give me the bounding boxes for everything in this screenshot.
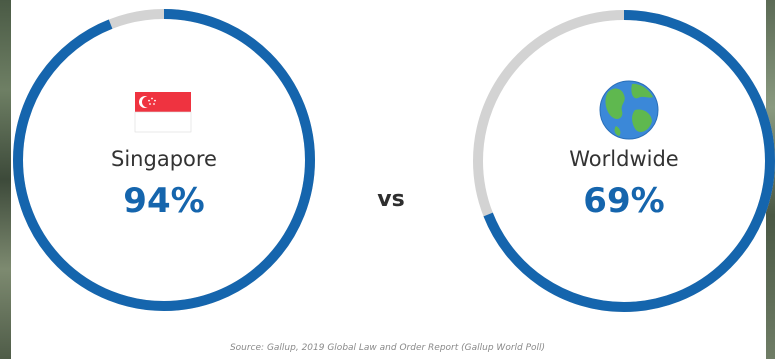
gauge-label-singapore: Singapore — [111, 147, 217, 171]
gauge-arc-worldwide — [473, 10, 775, 312]
gauge-label-worldwide: Worldwide — [569, 147, 678, 171]
gauge-singapore: Singapore 94% — [13, 9, 315, 311]
background-photo-strip-left — [0, 0, 11, 359]
singapore-flag-icon — [134, 92, 192, 133]
gauge-arc-singapore — [13, 9, 315, 311]
globe-icon — [599, 80, 659, 140]
gauge-value-worldwide: 69% — [583, 181, 664, 221]
vs-label: vs — [377, 187, 404, 212]
gauge-worldwide: Worldwide 69% — [473, 10, 775, 312]
gauge-value-singapore: 94% — [123, 181, 204, 221]
source-note: Source: Gallup, 2019 Global Law and Orde… — [229, 343, 546, 353]
